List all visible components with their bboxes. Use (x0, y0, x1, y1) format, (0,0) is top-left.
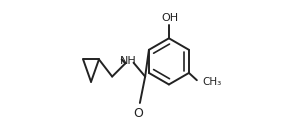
Text: NH: NH (120, 56, 136, 66)
Text: O: O (134, 107, 144, 120)
Text: OH: OH (161, 13, 178, 23)
Text: CH₃: CH₃ (202, 77, 221, 86)
